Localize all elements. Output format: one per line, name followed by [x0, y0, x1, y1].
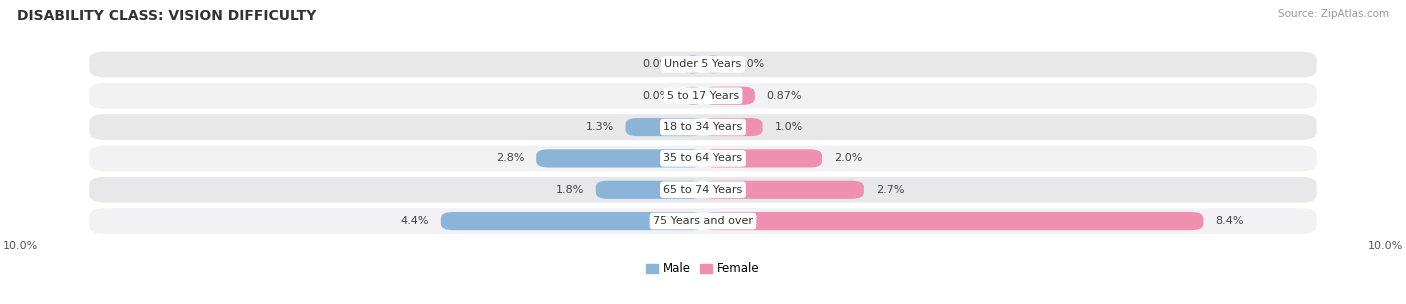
Text: 10.0%: 10.0% — [3, 240, 38, 250]
FancyBboxPatch shape — [441, 212, 703, 230]
Text: 2.8%: 2.8% — [496, 154, 524, 164]
Text: Under 5 Years: Under 5 Years — [665, 59, 741, 69]
Text: 4.4%: 4.4% — [401, 216, 429, 226]
Text: 65 to 74 Years: 65 to 74 Years — [664, 185, 742, 195]
FancyBboxPatch shape — [596, 181, 703, 199]
Text: 0.0%: 0.0% — [735, 59, 763, 69]
FancyBboxPatch shape — [682, 55, 703, 74]
Text: 0.87%: 0.87% — [766, 91, 803, 101]
FancyBboxPatch shape — [90, 114, 1316, 140]
Text: 8.4%: 8.4% — [1215, 216, 1244, 226]
FancyBboxPatch shape — [703, 149, 823, 168]
Text: 0.0%: 0.0% — [643, 91, 671, 101]
Text: 2.7%: 2.7% — [876, 185, 904, 195]
FancyBboxPatch shape — [90, 177, 1316, 202]
Text: 75 Years and over: 75 Years and over — [652, 216, 754, 226]
Text: 10.0%: 10.0% — [1368, 240, 1403, 250]
FancyBboxPatch shape — [703, 87, 755, 105]
FancyBboxPatch shape — [90, 52, 1316, 77]
FancyBboxPatch shape — [626, 118, 703, 136]
FancyBboxPatch shape — [703, 118, 762, 136]
Text: Source: ZipAtlas.com: Source: ZipAtlas.com — [1278, 9, 1389, 19]
Text: 18 to 34 Years: 18 to 34 Years — [664, 122, 742, 132]
FancyBboxPatch shape — [90, 208, 1316, 234]
FancyBboxPatch shape — [90, 146, 1316, 171]
Text: 1.8%: 1.8% — [555, 185, 583, 195]
Text: 5 to 17 Years: 5 to 17 Years — [666, 91, 740, 101]
FancyBboxPatch shape — [703, 181, 863, 199]
Text: 1.3%: 1.3% — [585, 122, 613, 132]
FancyBboxPatch shape — [703, 55, 724, 74]
Text: DISABILITY CLASS: VISION DIFFICULTY: DISABILITY CLASS: VISION DIFFICULTY — [17, 9, 316, 23]
FancyBboxPatch shape — [703, 212, 1204, 230]
FancyBboxPatch shape — [682, 87, 703, 105]
Text: 2.0%: 2.0% — [834, 154, 862, 164]
Text: 0.0%: 0.0% — [643, 59, 671, 69]
Legend: Male, Female: Male, Female — [641, 257, 765, 280]
FancyBboxPatch shape — [90, 83, 1316, 109]
Text: 1.0%: 1.0% — [775, 122, 803, 132]
Text: 35 to 64 Years: 35 to 64 Years — [664, 154, 742, 164]
FancyBboxPatch shape — [536, 149, 703, 168]
